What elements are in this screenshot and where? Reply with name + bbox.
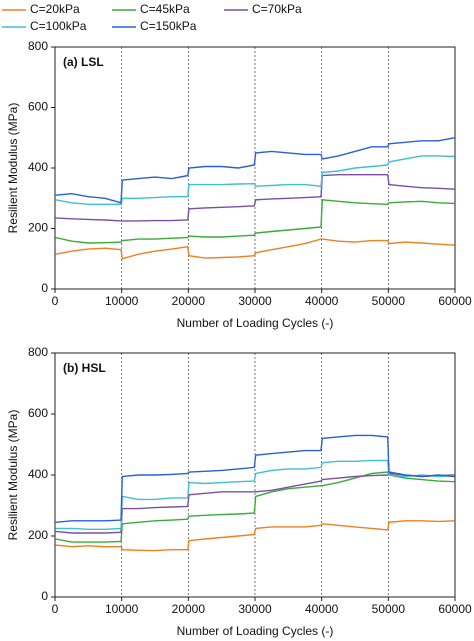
series-line [55, 238, 455, 260]
y-tick-label: 200 [28, 528, 48, 542]
panel-label: (b) HSL [63, 361, 106, 375]
legend-label: C=100kPa [30, 19, 87, 33]
y-tick-label: 800 [28, 345, 48, 359]
panel-label: (a) LSL [63, 55, 104, 69]
x-tick-label: 10000 [105, 294, 139, 308]
x-tick-label: 50000 [372, 294, 406, 308]
plot-frame [54, 352, 456, 598]
legend-label: C=70kPa [252, 2, 302, 16]
x-tick-label: 60000 [438, 294, 472, 308]
series-line [55, 199, 455, 244]
plot-frame [54, 46, 456, 290]
x-tick-label: 40000 [305, 602, 339, 616]
legend-label: C=20kPa [30, 2, 80, 16]
x-axis-label: Number of Loading Cycles (-) [177, 316, 334, 330]
y-tick-label: 800 [28, 39, 48, 53]
y-tick-label: 600 [28, 100, 48, 114]
x-tick-label: 10000 [105, 602, 139, 616]
x-tick-label: 0 [52, 602, 59, 616]
legend-label: C=45kPa [140, 2, 190, 16]
y-tick-label: 600 [28, 406, 48, 420]
series-line [55, 434, 455, 523]
series-line [55, 174, 455, 222]
y-tick-label: 400 [28, 467, 48, 481]
series-line [55, 471, 455, 543]
series-line [55, 155, 455, 205]
legend-label: C=150kPa [140, 19, 197, 33]
x-axis-label: Number of Loading Cycles (-) [177, 624, 334, 638]
x-tick-label: 30000 [238, 602, 272, 616]
y-axis-label: Resilient Modulus (MPa) [6, 103, 20, 234]
y-tick-label: 400 [28, 160, 48, 174]
x-tick-label: 20000 [172, 294, 206, 308]
x-tick-label: 0 [52, 294, 59, 308]
y-tick-label: 0 [41, 589, 48, 603]
x-tick-label: 40000 [305, 294, 339, 308]
x-tick-label: 20000 [172, 602, 206, 616]
y-axis-label: Resilient Modulus (MPa) [6, 410, 20, 541]
series-line [55, 137, 455, 204]
y-tick-label: 200 [28, 221, 48, 235]
x-tick-label: 60000 [438, 602, 472, 616]
x-tick-label: 50000 [372, 602, 406, 616]
y-tick-label: 0 [41, 281, 48, 295]
x-tick-label: 30000 [238, 294, 272, 308]
series-line [55, 520, 455, 552]
